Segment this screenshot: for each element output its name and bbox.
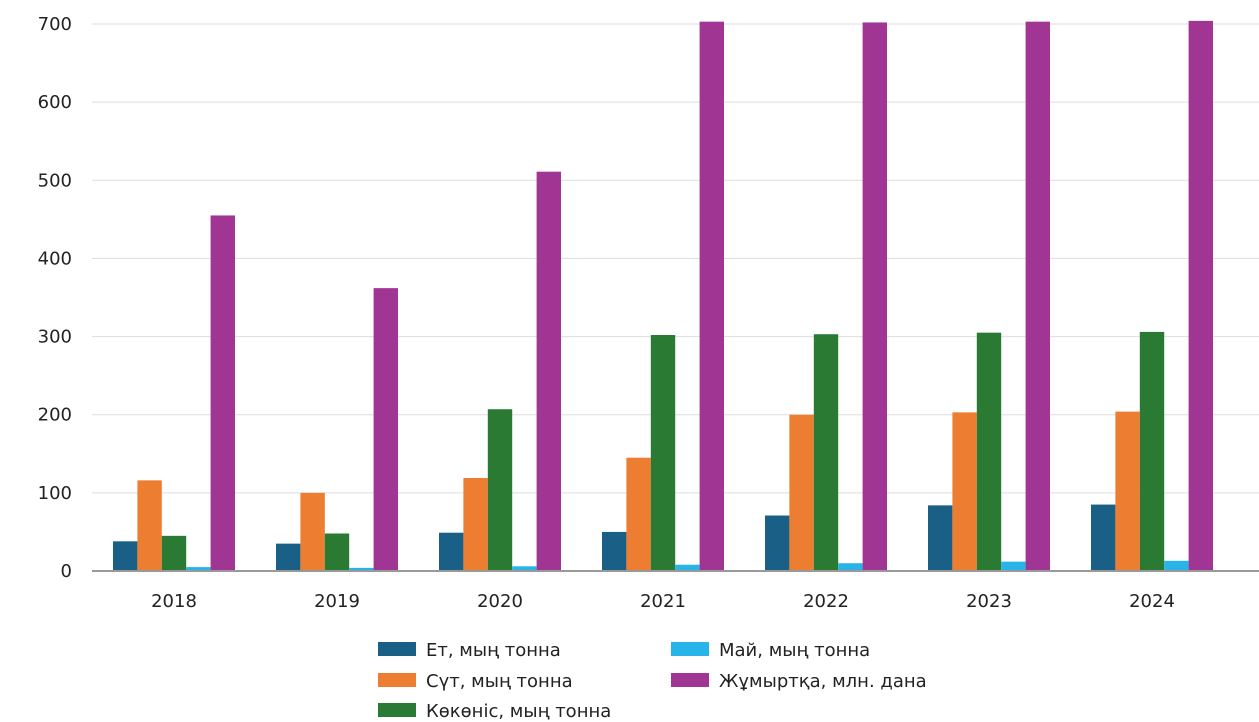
legend-label: Көкөніс, мың тонна [426, 701, 611, 722]
y-tick-label: 600 [38, 92, 72, 113]
x-tick-label: 2022 [803, 591, 849, 612]
y-tick-label: 500 [38, 170, 72, 191]
bar-2023-series-2 [952, 412, 977, 571]
legend-swatch [378, 673, 416, 687]
y-tick-label: 0 [61, 561, 72, 582]
legend: Ет, мың тонна Сүт, мың тонна Көкөніс, мың … [378, 640, 927, 722]
bar-2024-series-5 [1188, 20, 1213, 572]
bar-2018-series-2 [137, 480, 162, 571]
bar-2022-series-4 [838, 563, 863, 571]
x-tick-label: 2024 [1129, 591, 1175, 612]
bar-2019-series-2 [300, 492, 325, 571]
bar-2021-series-4 [675, 564, 700, 571]
bar-2019-series-1 [276, 543, 301, 571]
bar-2018-series-5 [210, 215, 235, 571]
gridlines [92, 23, 1259, 494]
bar-2022-series-2 [789, 414, 814, 571]
bar-2020-series-1 [439, 532, 464, 571]
x-tick-label: 2018 [151, 591, 197, 612]
bar-2022-series-3 [813, 334, 839, 571]
legend-swatch [671, 642, 709, 656]
legend-swatch [378, 642, 416, 656]
x-tick-label: 2019 [314, 591, 360, 612]
bar-2019-series-3 [324, 533, 350, 571]
y-tick-label: 100 [38, 483, 72, 504]
bar-2024-series-1 [1091, 504, 1116, 571]
x-axis-ticks: 2018 2019 2020 2021 2022 2023 2024 [151, 591, 1175, 612]
bar-2018-series-4 [186, 567, 211, 571]
legend-swatch [378, 703, 416, 717]
bar-2020-series-3 [487, 409, 513, 571]
bar-2019-series-4 [349, 567, 374, 571]
bar-2022-series-1 [765, 515, 790, 571]
bar-2020-series-5 [536, 171, 561, 571]
bar-2022-series-5 [862, 22, 887, 572]
legend-swatch [671, 673, 709, 687]
bar-2023-series-3 [976, 332, 1002, 571]
x-tick-label: 2023 [966, 591, 1012, 612]
x-tick-label: 2020 [477, 591, 523, 612]
bar-2019-series-5 [373, 288, 398, 571]
y-tick-label: 700 [38, 14, 72, 35]
bar-2024-series-3 [1139, 331, 1165, 571]
bar-2018-series-3 [161, 535, 187, 571]
bar-2021-series-3 [650, 335, 676, 571]
y-tick-label: 400 [38, 248, 72, 269]
bar-2020-series-4 [512, 566, 537, 571]
y-tick-label: 200 [38, 405, 72, 426]
bar-2021-series-5 [699, 21, 724, 572]
legend-label: Ет, мың тонна [426, 640, 561, 661]
legend-label: Сүт, мың тонна [426, 671, 573, 692]
bar-2023-series-1 [928, 505, 953, 571]
bar-2020-series-2 [463, 478, 488, 571]
bar-2021-series-2 [626, 457, 651, 571]
x-tick-label: 2021 [640, 591, 686, 612]
bar-2021-series-1 [602, 531, 627, 571]
bar-2018-series-1 [113, 541, 138, 571]
bar-2023-series-5 [1025, 21, 1050, 572]
legend-label: Май, мың тонна [719, 640, 870, 661]
y-axis-ticks: 0 100 200 300 400 500 600 700 [38, 14, 72, 582]
legend-label: Жұмыртқа, млн. дана [719, 671, 927, 692]
bars [113, 20, 1213, 572]
bar-2023-series-4 [1001, 561, 1026, 571]
bar-2024-series-4 [1164, 560, 1189, 571]
bar-2024-series-2 [1115, 411, 1140, 571]
y-tick-label: 300 [38, 327, 72, 348]
